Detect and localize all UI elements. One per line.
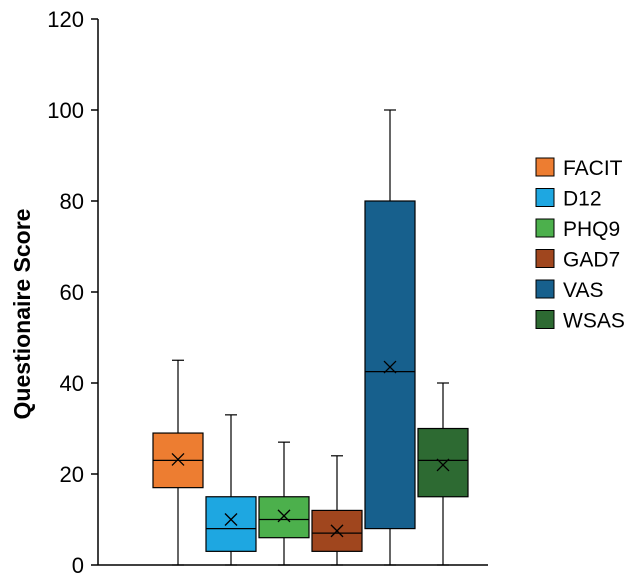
mean-marker (277, 509, 291, 523)
legend-label: GAD7 (563, 249, 620, 272)
legend-label: WSAS (563, 310, 625, 333)
y-tick-label: 80 (60, 189, 84, 214)
legend-swatch (535, 188, 555, 207)
legend-swatch (535, 218, 555, 238)
legend: FACIT D12 PHQ9 GAD7 VAS WSAS (535, 157, 625, 333)
legend-label: D12 (563, 188, 602, 211)
mean-marker (330, 524, 344, 538)
mean-marker (383, 360, 397, 374)
box-vas (364, 109, 416, 566)
y-tick-label: 120 (47, 7, 84, 32)
mean-marker (171, 452, 185, 466)
box-phq9 (258, 441, 310, 566)
box-gad7 (311, 455, 363, 566)
y-tick-label: 100 (47, 98, 84, 123)
legend-item-d12: D12 (535, 188, 602, 211)
box-d12 (205, 414, 257, 566)
box-wsas (417, 382, 469, 566)
legend-swatch (535, 157, 555, 177)
legend-label: VAS (563, 279, 603, 302)
box-iqr (205, 496, 257, 552)
y-tick-label: 0 (72, 553, 84, 575)
legend-label: FACIT (563, 157, 623, 180)
mean-marker (224, 513, 238, 526)
mean-marker (436, 458, 450, 472)
y-tick-label: 20 (60, 462, 84, 487)
box-iqr (417, 427, 469, 498)
box-iqr (258, 496, 310, 539)
y-axis-title: Questionaire Score (9, 209, 35, 420)
legend-swatch (535, 279, 555, 299)
legend-item-phq9: PHQ9 (535, 218, 620, 241)
legend-swatch (535, 249, 555, 268)
legend-item-wsas: WSAS (535, 310, 625, 333)
y-tick-label: 40 (60, 371, 84, 396)
legend-item-gad7: GAD7 (535, 249, 620, 272)
legend-swatch (535, 310, 555, 329)
boxes (152, 109, 469, 566)
box-facit (152, 359, 204, 566)
legend-item-vas: VAS (535, 279, 603, 302)
legend-label: PHQ9 (563, 218, 620, 241)
legend-item-facit: FACIT (535, 157, 623, 180)
y-axis: 0 20 40 60 80 100 120 (47, 7, 99, 575)
y-tick-label: 60 (60, 280, 84, 305)
box-iqr (364, 200, 416, 530)
